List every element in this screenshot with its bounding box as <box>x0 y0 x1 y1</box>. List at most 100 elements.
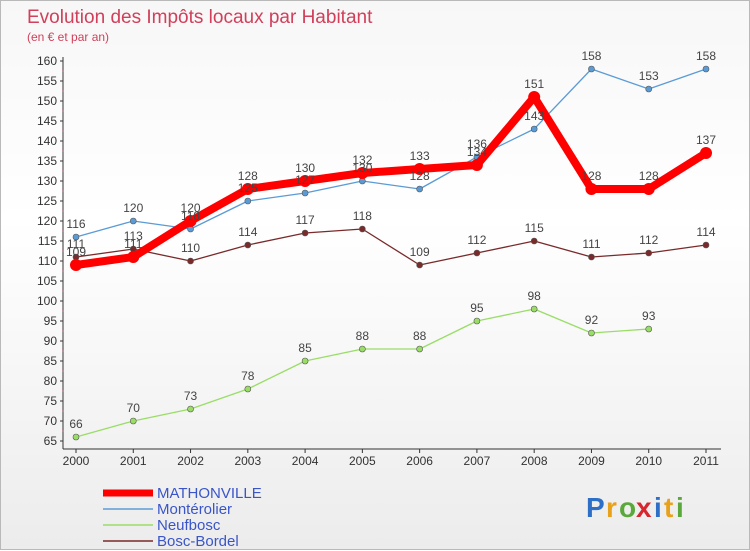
data-point-neufbosc <box>359 345 366 353</box>
data-label-bosc-bordel: 118 <box>353 209 372 223</box>
y-tick-label: 140 <box>37 134 57 148</box>
series-line-bosc-bordel <box>75 228 707 266</box>
data-point-neufbosc <box>473 317 481 325</box>
data-label-monterolier: 125 <box>238 181 258 195</box>
data-label-bosc-bordel: 117 <box>296 213 315 227</box>
y-tick-label: 70 <box>44 414 58 428</box>
data-point-bosc-bordel <box>645 249 653 257</box>
logo-letter: i <box>654 492 662 523</box>
data-point-mathonville <box>642 183 655 195</box>
data-point-neufbosc <box>416 345 423 353</box>
data-point-mathonville <box>241 183 254 195</box>
data-label-bosc-bordel: 115 <box>525 221 544 235</box>
data-point-mathonville <box>585 183 598 195</box>
data-point-neufbosc <box>588 329 595 337</box>
legend-label: Neufbosc <box>157 517 221 534</box>
y-tick-label: 125 <box>37 194 57 208</box>
data-point-bosc-bordel <box>473 249 481 257</box>
data-point-monterolier <box>702 65 710 73</box>
data-label-monterolier: 153 <box>639 69 659 83</box>
data-label-mathonville: 111 <box>124 237 143 251</box>
data-point-monterolier <box>530 125 538 133</box>
x-tick-label: 2001 <box>120 454 147 468</box>
y-tick-label: 145 <box>37 114 57 128</box>
x-tick-label: 2009 <box>578 454 605 468</box>
y-tick-label: 80 <box>44 374 58 388</box>
data-label-bosc-bordel: 111 <box>67 237 86 251</box>
data-label-mathonville: 128 <box>581 169 601 183</box>
data-point-mathonville <box>528 91 541 103</box>
x-tick-label: 2007 <box>464 454 491 468</box>
data-point-bosc-bordel <box>416 261 423 269</box>
data-label-monterolier: 127 <box>295 173 315 187</box>
data-point-neufbosc <box>244 385 252 393</box>
data-label-mathonville: 132 <box>352 153 372 167</box>
y-tick-label: 105 <box>37 274 57 288</box>
legend-label: MATHONVILLE <box>157 485 262 502</box>
data-label-bosc-bordel: 112 <box>639 233 658 247</box>
y-tick-label: 155 <box>37 74 57 88</box>
logo-letter: P <box>586 492 605 523</box>
legend-label: Montérolier <box>157 501 232 518</box>
data-label-bosc-bordel: 110 <box>181 241 200 255</box>
y-tick-label: 150 <box>37 94 57 108</box>
legend-label: Bosc-Bordel <box>157 533 239 550</box>
x-tick-label: 2003 <box>234 454 261 468</box>
x-tick-label: 2010 <box>635 454 662 468</box>
series-line-mathonville <box>72 93 710 269</box>
data-point-monterolier <box>301 189 309 197</box>
data-point-neufbosc <box>187 405 194 413</box>
chart-title: Evolution des Impôts locaux par Habitant <box>27 7 373 28</box>
legend: MATHONVILLEMontérolierNeufboscBosc-Borde… <box>103 485 262 550</box>
data-point-mathonville <box>700 147 712 159</box>
x-tick-label: 2011 <box>693 454 719 468</box>
data-label-mathonville: 128 <box>639 169 659 183</box>
data-point-neufbosc <box>530 305 538 313</box>
data-point-bosc-bordel <box>530 237 538 245</box>
data-label-neufbosc: 66 <box>69 417 83 431</box>
logo-letter: x <box>636 492 652 523</box>
data-label-bosc-bordel: 113 <box>124 229 143 243</box>
y-tick-label: 135 <box>37 154 57 168</box>
data-point-mathonville <box>470 159 483 171</box>
data-label-monterolier: 158 <box>696 49 716 63</box>
data-point-monterolier <box>645 85 653 93</box>
data-label-neufbosc: 92 <box>585 313 599 327</box>
data-point-bosc-bordel <box>359 225 366 233</box>
data-point-neufbosc <box>129 417 137 425</box>
logo-letter: i <box>676 492 684 523</box>
logo-letter: t <box>664 492 673 523</box>
y-tick-label: 160 <box>37 54 57 68</box>
data-point-bosc-bordel <box>588 253 595 261</box>
data-label-neufbosc: 95 <box>470 301 484 315</box>
data-label-neufbosc: 88 <box>356 329 370 343</box>
data-label-neufbosc: 70 <box>127 401 141 415</box>
x-tick-label: 2002 <box>177 454 204 468</box>
y-tick-label: 95 <box>44 314 58 328</box>
data-label-mathonville: 133 <box>410 149 430 163</box>
data-point-neufbosc <box>301 357 309 365</box>
data-point-bosc-bordel <box>702 241 710 249</box>
data-label-monterolier: 143 <box>524 109 544 123</box>
data-label-monterolier: 136 <box>467 137 487 151</box>
data-label-neufbosc: 78 <box>241 369 255 383</box>
x-tick-label: 2006 <box>406 454 433 468</box>
data-point-neufbosc <box>645 325 653 333</box>
data-label-mathonville: 151 <box>524 77 544 91</box>
data-label-mathonville: 128 <box>238 169 258 183</box>
data-point-mathonville <box>184 215 197 227</box>
data-label-bosc-bordel: 114 <box>238 225 257 239</box>
data-label-monterolier: 130 <box>352 161 372 175</box>
data-point-mathonville <box>127 251 140 263</box>
data-label-monterolier: 158 <box>581 49 601 63</box>
data-label-bosc-bordel: 112 <box>467 233 486 247</box>
data-label-monterolier: 120 <box>123 201 143 215</box>
data-point-bosc-bordel <box>301 229 309 237</box>
x-tick-label: 2005 <box>349 454 376 468</box>
y-tick-label: 120 <box>37 214 57 228</box>
data-label-neufbosc: 98 <box>528 289 542 303</box>
axes: 65 70 75 80 85 90 95 100 105 110 115 120 125 130 135 14… <box>37 54 721 468</box>
data-label-neufbosc: 88 <box>413 329 427 343</box>
